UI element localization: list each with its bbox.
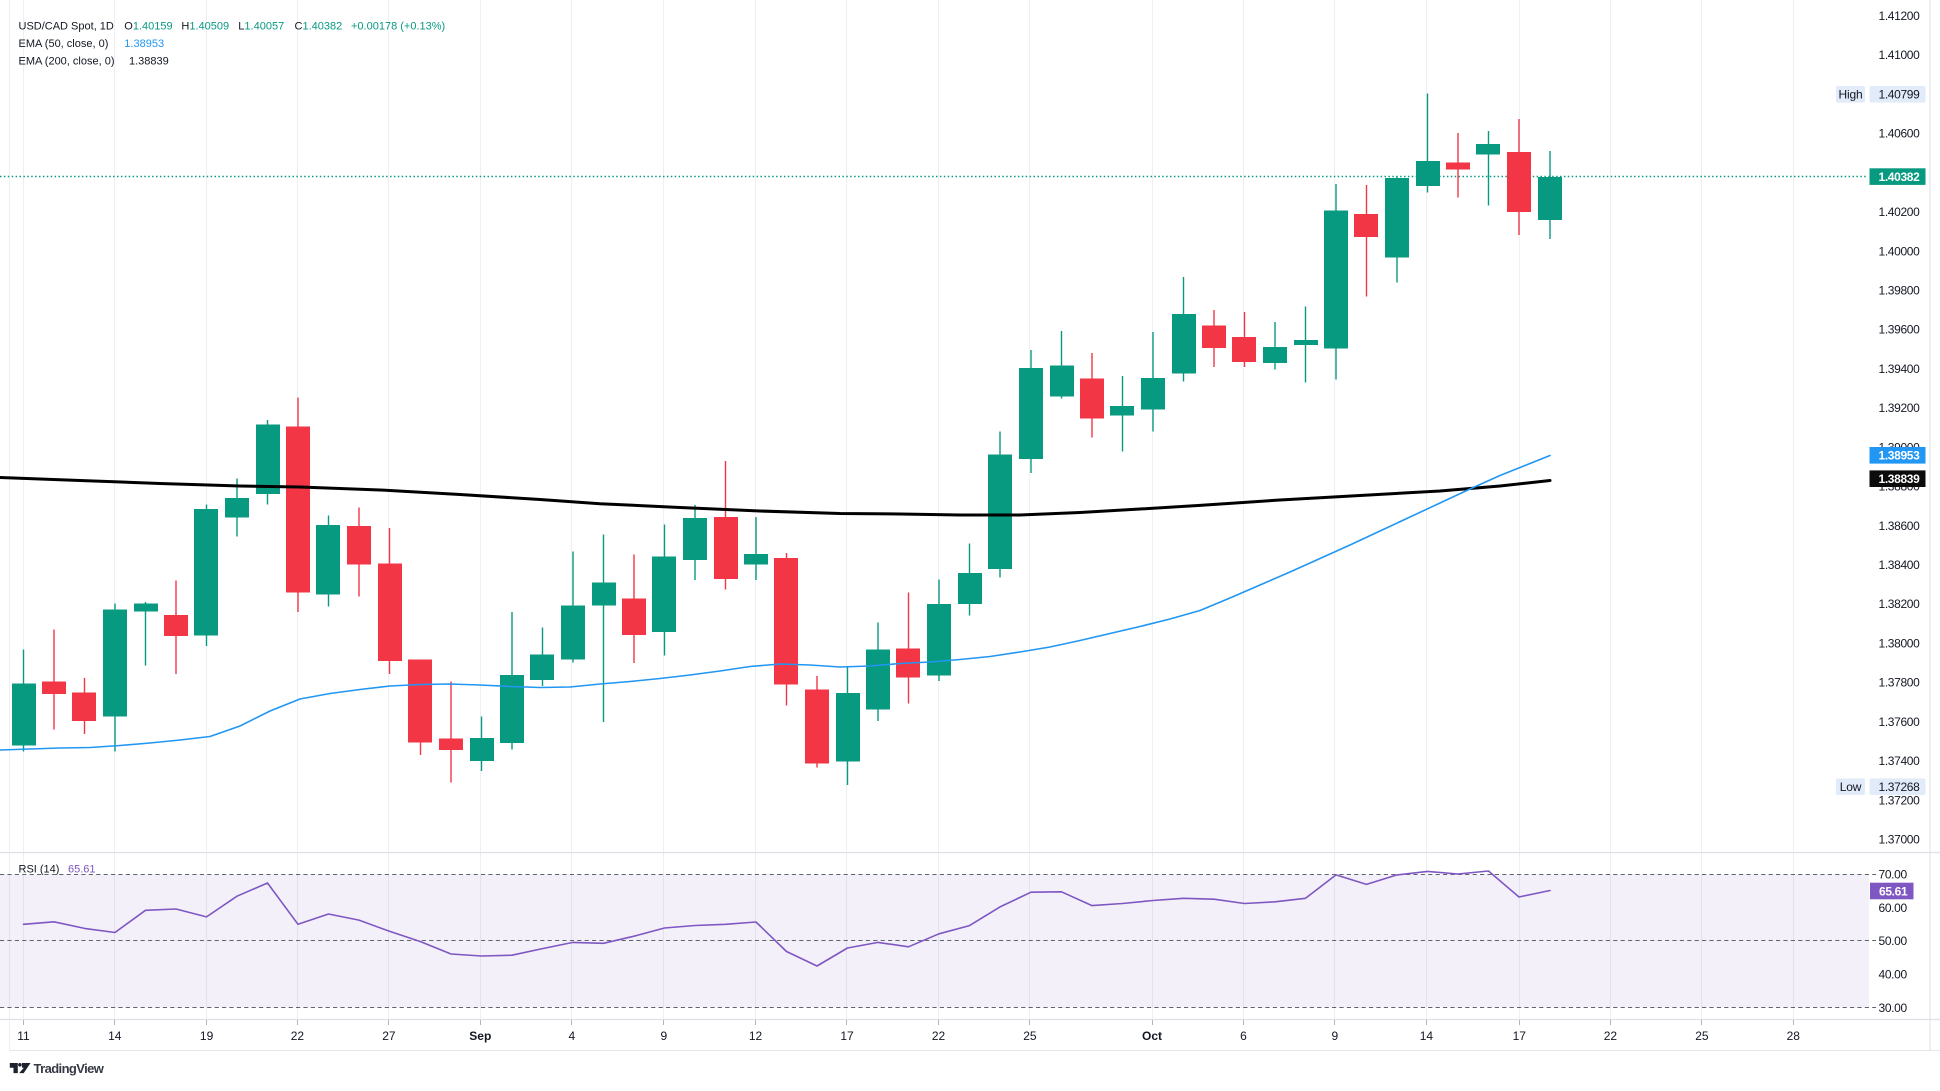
svg-text:High: High bbox=[1839, 88, 1863, 102]
svg-text:65.61: 65.61 bbox=[68, 863, 96, 875]
svg-text:30.00: 30.00 bbox=[1879, 1001, 1908, 1015]
svg-text:25: 25 bbox=[1695, 1029, 1709, 1043]
svg-text:1.40382: 1.40382 bbox=[1879, 170, 1921, 184]
svg-text:1.38200: 1.38200 bbox=[1879, 597, 1921, 611]
svg-text:40.00: 40.00 bbox=[1879, 968, 1908, 982]
svg-text:12: 12 bbox=[749, 1029, 763, 1043]
svg-text:RSI (14): RSI (14) bbox=[19, 863, 60, 875]
svg-text:EMA (50, close, 0): EMA (50, close, 0) bbox=[19, 38, 109, 50]
svg-text:USD/CAD Spot, 1D: USD/CAD Spot, 1D bbox=[19, 21, 114, 33]
svg-text:1.38400: 1.38400 bbox=[1879, 558, 1921, 572]
svg-text:1.37800: 1.37800 bbox=[1879, 676, 1921, 690]
svg-text:1.40200: 1.40200 bbox=[1879, 205, 1921, 219]
svg-text:1.38953: 1.38953 bbox=[124, 38, 164, 50]
svg-text:1.38000: 1.38000 bbox=[1879, 636, 1921, 650]
svg-text:H1.40509: H1.40509 bbox=[181, 21, 229, 33]
svg-text:1.37200: 1.37200 bbox=[1879, 793, 1921, 807]
svg-text:1.41200: 1.41200 bbox=[1879, 9, 1921, 23]
svg-text:22: 22 bbox=[932, 1029, 946, 1043]
svg-text:1.38600: 1.38600 bbox=[1879, 519, 1921, 533]
svg-text:4: 4 bbox=[568, 1029, 575, 1043]
svg-text:TradingView: TradingView bbox=[34, 1061, 105, 1076]
svg-text:60.00: 60.00 bbox=[1879, 901, 1908, 915]
svg-text:+0.00178 (+0.13%): +0.00178 (+0.13%) bbox=[351, 21, 445, 33]
svg-text:22: 22 bbox=[1604, 1029, 1618, 1043]
svg-text:25: 25 bbox=[1023, 1029, 1037, 1043]
svg-text:O1.40159: O1.40159 bbox=[124, 21, 172, 33]
svg-text:1.38839: 1.38839 bbox=[129, 55, 169, 67]
svg-text:65.61: 65.61 bbox=[1879, 884, 1908, 898]
svg-text:L1.40057: L1.40057 bbox=[238, 21, 284, 33]
svg-text:1.39600: 1.39600 bbox=[1879, 323, 1921, 337]
svg-text:Low: Low bbox=[1840, 780, 1862, 794]
svg-text:1.39200: 1.39200 bbox=[1879, 401, 1921, 415]
svg-text:1.37400: 1.37400 bbox=[1879, 754, 1921, 768]
svg-text:1.40799: 1.40799 bbox=[1879, 88, 1921, 102]
svg-text:6: 6 bbox=[1240, 1029, 1247, 1043]
svg-text:9: 9 bbox=[661, 1029, 668, 1043]
svg-text:Sep: Sep bbox=[469, 1029, 491, 1043]
svg-text:27: 27 bbox=[382, 1029, 396, 1043]
svg-text:19: 19 bbox=[200, 1029, 214, 1043]
svg-text:9: 9 bbox=[1332, 1029, 1339, 1043]
svg-text:11: 11 bbox=[17, 1029, 30, 1043]
svg-text:17: 17 bbox=[1513, 1029, 1527, 1043]
svg-text:1.37268: 1.37268 bbox=[1879, 780, 1921, 794]
svg-text:1.41000: 1.41000 bbox=[1879, 48, 1921, 62]
svg-text:1.37600: 1.37600 bbox=[1879, 715, 1921, 729]
svg-text:28: 28 bbox=[1787, 1029, 1801, 1043]
svg-text:1.38953: 1.38953 bbox=[1879, 449, 1921, 463]
svg-text:1.40600: 1.40600 bbox=[1879, 127, 1921, 141]
svg-text:1.38839: 1.38839 bbox=[1879, 472, 1921, 486]
svg-text:EMA (200, close, 0): EMA (200, close, 0) bbox=[19, 55, 115, 67]
svg-text:C1.40382: C1.40382 bbox=[295, 21, 343, 33]
svg-text:17: 17 bbox=[840, 1029, 854, 1043]
svg-text:14: 14 bbox=[108, 1029, 122, 1043]
svg-text:14: 14 bbox=[1420, 1029, 1434, 1043]
svg-text:1.40000: 1.40000 bbox=[1879, 244, 1921, 258]
svg-text:1.39800: 1.39800 bbox=[1879, 284, 1921, 298]
svg-text:50.00: 50.00 bbox=[1879, 934, 1908, 948]
svg-text:70.00: 70.00 bbox=[1879, 868, 1908, 882]
svg-text:1.39400: 1.39400 bbox=[1879, 362, 1921, 376]
svg-text:22: 22 bbox=[291, 1029, 305, 1043]
svg-text:1.37000: 1.37000 bbox=[1879, 833, 1921, 847]
svg-text:Oct: Oct bbox=[1142, 1029, 1162, 1043]
